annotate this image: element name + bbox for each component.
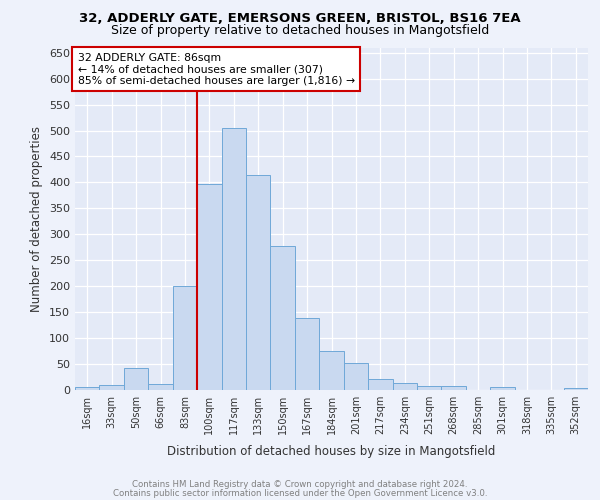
Bar (392, 384, 417, 390)
Bar (148, 384, 173, 390)
Bar (319, 351, 344, 390)
Bar (442, 386, 466, 390)
Bar (344, 363, 368, 390)
Bar (295, 318, 319, 390)
Bar (124, 368, 148, 390)
Y-axis label: Number of detached properties: Number of detached properties (31, 126, 43, 312)
Text: Size of property relative to detached houses in Mangotsfield: Size of property relative to detached ho… (111, 24, 489, 37)
Bar (271, 246, 295, 390)
Bar (221, 128, 246, 390)
Bar (197, 184, 221, 390)
Text: 32 ADDERLY GATE: 86sqm
← 14% of detached houses are smaller (307)
85% of semi-de: 32 ADDERLY GATE: 86sqm ← 14% of detached… (77, 52, 355, 86)
Bar (173, 286, 197, 390)
Bar (100, 385, 124, 390)
Bar (417, 386, 442, 390)
Bar (75, 388, 100, 390)
Bar (368, 378, 392, 390)
Text: 32, ADDERLY GATE, EMERSONS GREEN, BRISTOL, BS16 7EA: 32, ADDERLY GATE, EMERSONS GREEN, BRISTO… (79, 12, 521, 26)
Bar (563, 388, 588, 390)
Bar (490, 388, 515, 390)
Text: Contains public sector information licensed under the Open Government Licence v3: Contains public sector information licen… (113, 488, 487, 498)
Bar (246, 174, 271, 390)
X-axis label: Distribution of detached houses by size in Mangotsfield: Distribution of detached houses by size … (167, 446, 496, 458)
Text: Contains HM Land Registry data © Crown copyright and database right 2024.: Contains HM Land Registry data © Crown c… (132, 480, 468, 489)
